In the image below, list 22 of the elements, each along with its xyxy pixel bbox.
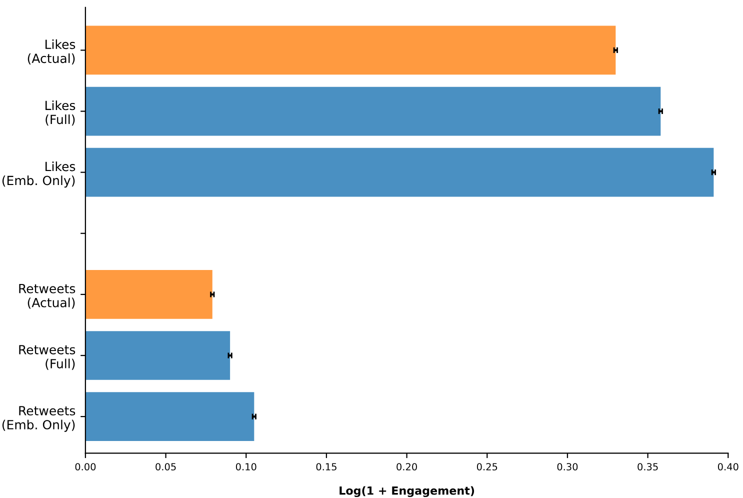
y-tick-label: Retweets (Full) bbox=[19, 345, 76, 370]
bar bbox=[85, 392, 254, 441]
y-tick-label: Retweets (Emb. Only) bbox=[2, 406, 76, 432]
x-tick-label: 0.35 bbox=[638, 463, 658, 470]
bar bbox=[85, 26, 616, 75]
y-tick-label: Likes (Emb. Only) bbox=[2, 162, 76, 188]
y-tick-label: Likes (Actual) bbox=[28, 39, 76, 65]
x-axis-title: Log(1 + Engagement) bbox=[340, 486, 474, 498]
y-tick-label: Likes (Full) bbox=[46, 100, 76, 126]
x-tick-label: 0.00 bbox=[75, 463, 96, 470]
x-tick-label: 0.25 bbox=[476, 463, 498, 470]
x-tick-label: 0.20 bbox=[396, 463, 417, 470]
x-tick-label: 0.40 bbox=[718, 463, 738, 470]
x-tick-label: 0.05 bbox=[156, 463, 176, 470]
bar bbox=[85, 148, 714, 197]
x-tick-label: 0.30 bbox=[557, 463, 578, 470]
bar bbox=[85, 86, 661, 136]
y-tick-label: Retweets (Actual) bbox=[19, 284, 76, 309]
bar bbox=[85, 331, 230, 380]
bar bbox=[85, 270, 212, 319]
x-tick-label: 0.10 bbox=[236, 463, 256, 470]
x-tick-label: 0.15 bbox=[316, 463, 336, 470]
